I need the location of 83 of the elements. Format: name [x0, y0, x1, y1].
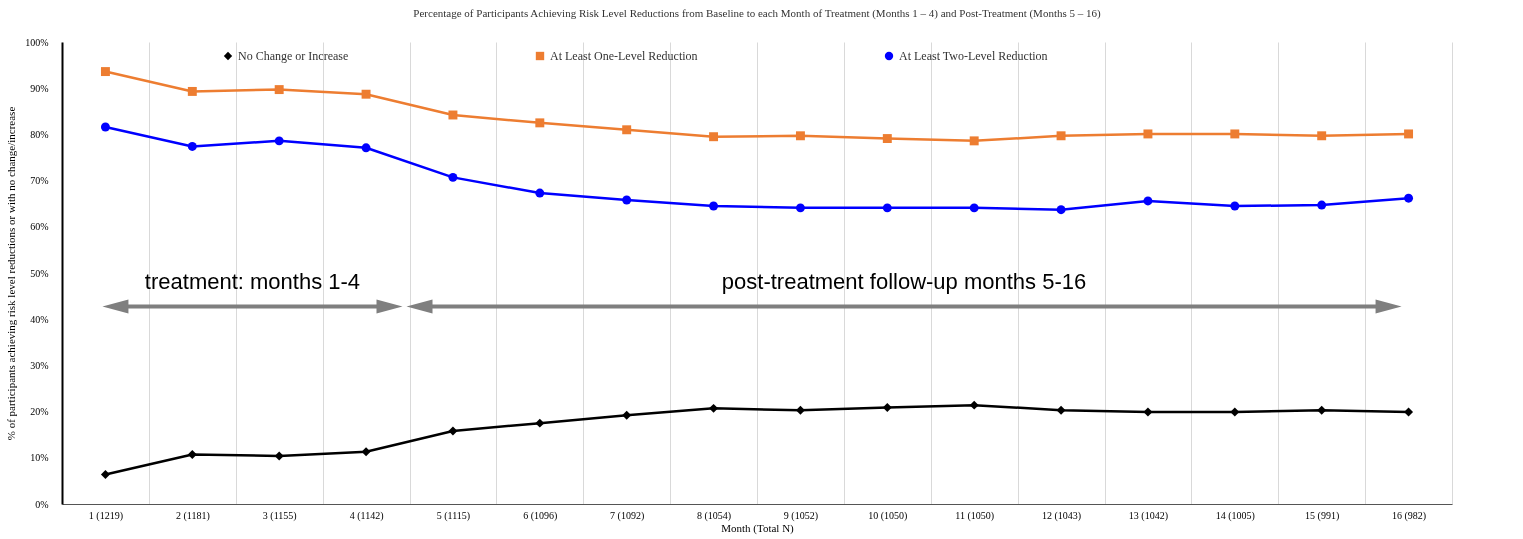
point [1230, 129, 1240, 139]
x-tick-label: 3 (1155) [262, 509, 297, 522]
point [448, 426, 458, 436]
point [969, 400, 979, 410]
point [187, 86, 197, 96]
y-tick-label: 50% [30, 267, 49, 279]
point [274, 451, 284, 461]
point [274, 85, 284, 95]
y-tick-label: 40% [30, 313, 49, 325]
x-tick-label: 6 (1096) [523, 509, 558, 522]
point [361, 143, 371, 153]
point [969, 136, 979, 146]
point [100, 67, 110, 77]
point [535, 418, 545, 428]
legend-label: At Least Two-Level Reduction [899, 49, 1048, 63]
x-axis-title: Month (Total N) [721, 521, 795, 535]
point [1317, 131, 1327, 141]
point [882, 134, 892, 144]
x-tick-label: 5 (1115) [436, 509, 471, 522]
x-tick-label: 4 (1142) [349, 509, 384, 522]
point [1404, 193, 1414, 203]
point [535, 188, 545, 198]
x-tick-label: 16 (982) [1391, 509, 1427, 522]
y-tick-label: 70% [30, 175, 49, 187]
point [795, 405, 805, 415]
point [448, 110, 458, 120]
point [1143, 407, 1153, 417]
x-tick-label: 14 (1005) [1215, 509, 1255, 522]
x-tick-label: 10 (1050) [868, 509, 908, 522]
legend-label: At Least One-Level Reduction [550, 49, 698, 63]
point [709, 201, 719, 211]
point [1056, 205, 1066, 215]
point [1143, 129, 1153, 139]
x-tick-label: 2 (1181) [175, 509, 210, 522]
point [274, 136, 284, 146]
x-tick-label: 13 (1042) [1128, 509, 1169, 522]
y-tick-label: 10% [30, 452, 49, 464]
point [622, 125, 632, 135]
y-tick-label: 90% [30, 82, 49, 94]
point [1230, 407, 1240, 417]
y-tick-label: 80% [30, 128, 49, 140]
y-tick-label: 20% [30, 406, 49, 418]
point [709, 403, 719, 413]
point [1056, 131, 1066, 141]
point [1404, 407, 1414, 417]
point [1317, 200, 1327, 210]
point [795, 131, 805, 141]
x-tick-label: 9 (1052) [783, 509, 819, 522]
point [187, 141, 197, 151]
x-tick-label: 8 (1054) [696, 509, 732, 522]
point [882, 203, 892, 213]
y-tick-label: 100% [25, 36, 49, 48]
point [622, 195, 632, 205]
y-tick-label: 0% [35, 498, 49, 510]
point [1230, 201, 1240, 211]
annotation: post-treatment follow-up months 5-16 [721, 268, 1087, 294]
y-axis-title: % of participants achieving risk level reductions or with no change/increase [5, 106, 18, 441]
point [1317, 405, 1327, 415]
x-tick-label: 12 (1043) [1041, 509, 1082, 522]
point [187, 450, 197, 460]
point [1404, 129, 1414, 139]
x-tick-label: 7 (1092) [610, 509, 645, 522]
point [361, 89, 371, 99]
point [882, 402, 892, 412]
point [795, 203, 805, 213]
point [535, 118, 545, 128]
x-tick-label: 11 (1050) [955, 509, 995, 522]
legend-label: No Change or Increase [238, 49, 349, 63]
point [1056, 405, 1066, 415]
point [100, 122, 110, 132]
point [448, 172, 458, 182]
point [361, 447, 371, 457]
x-tick-label: 1 (1219) [88, 509, 124, 522]
point [622, 410, 632, 420]
point [1143, 196, 1153, 206]
point [100, 469, 110, 479]
point [709, 132, 719, 142]
x-tick-label: 15 (991) [1305, 509, 1340, 522]
y-tick-label: 30% [30, 359, 49, 371]
y-tick-label: 60% [30, 221, 49, 233]
annotation: treatment: months 1-4 [144, 268, 361, 294]
point [969, 203, 979, 213]
chart-title: Percentage of Participants Achieving Risk Level Reductions from Baseline to each Month of Treatment (Months 1 – 4) and Post-Treatment (Months 5 – 16) [413, 7, 1101, 20]
